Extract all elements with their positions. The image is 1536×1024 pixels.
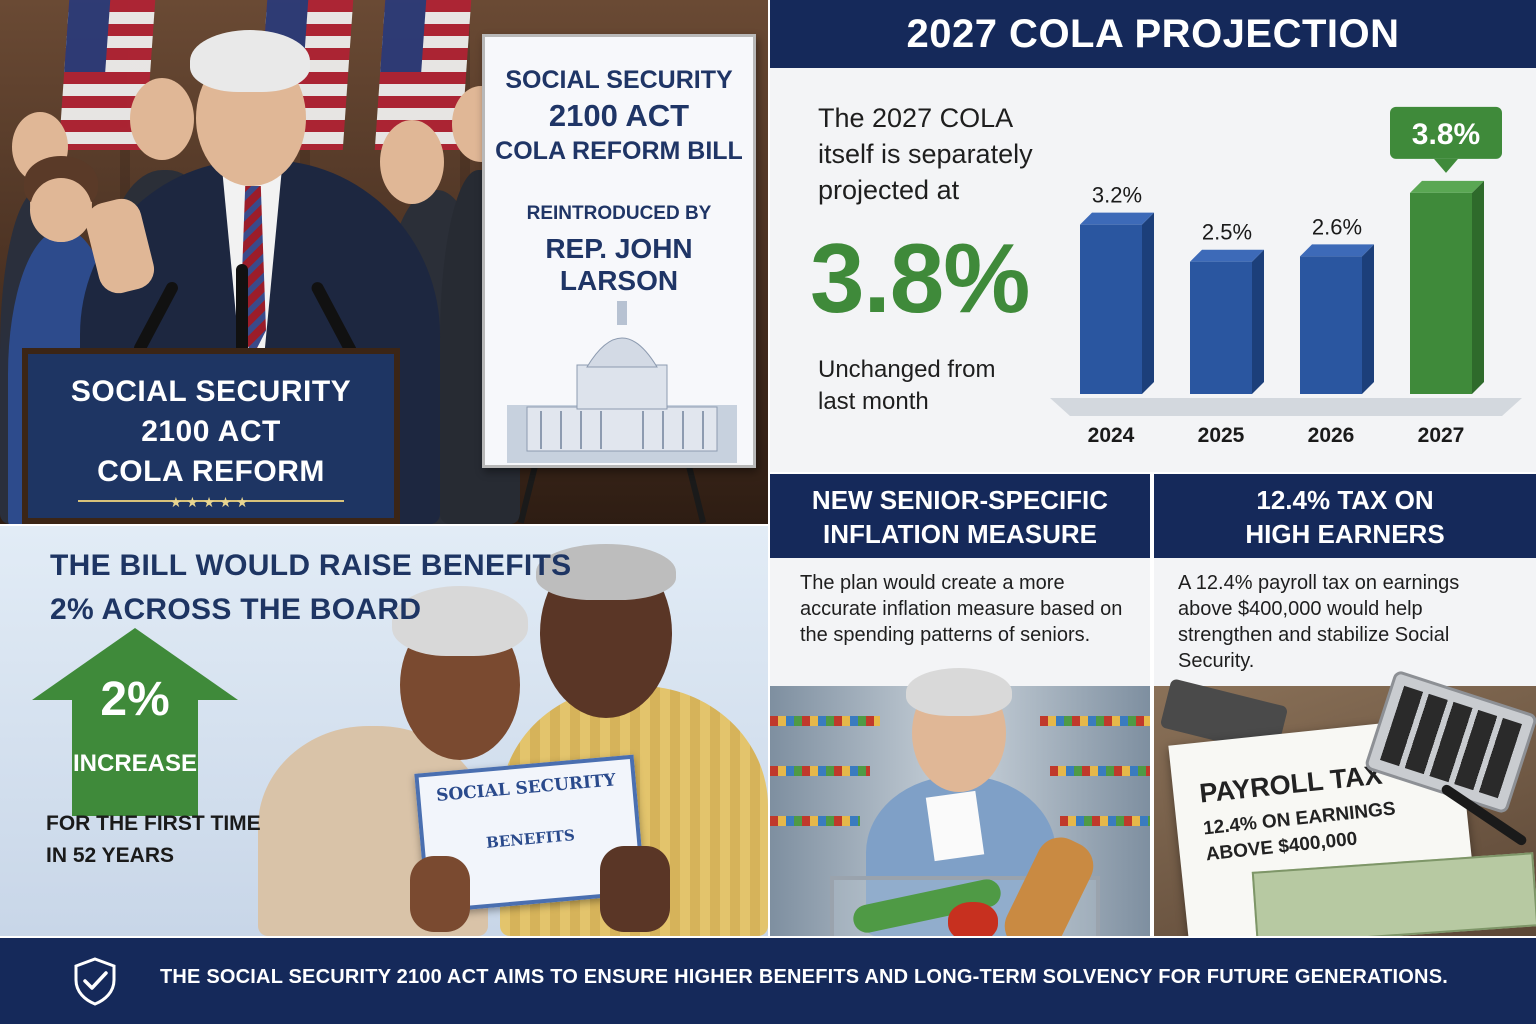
first-time-line: FOR THE FIRST TIME xyxy=(46,812,261,835)
shield-check-icon xyxy=(74,957,116,1006)
sign-reintroduced: REINTRODUCED BY xyxy=(526,203,712,224)
podium-text: SOCIAL SECURITY 2100 ACT COLA REFORM xyxy=(28,372,394,492)
headline-line: THE BILL WOULD RAISE BENEFITS xyxy=(50,549,572,582)
bar-side xyxy=(1472,180,1484,394)
cola-intro-text: The 2027 COLA itself is separately proje… xyxy=(818,103,1033,205)
store-shelf xyxy=(770,816,860,826)
cola-unchanged-note: Unchanged from last month xyxy=(818,356,996,415)
store-shelf xyxy=(1060,816,1150,826)
tax-description: A 12.4% payroll tax on earnings above $4… xyxy=(1178,572,1460,672)
bill-sign: SOCIAL SECURITY 2100 ACT COLA REFORM BIL… xyxy=(482,34,756,468)
benefits-raise-panel: THE BILL WOULD RAISE BENEFITS 2% ACROSS … xyxy=(0,526,768,936)
card-body: BENEFITS xyxy=(485,826,576,852)
podium-line: 2100 ACT xyxy=(141,415,281,448)
senior-hand xyxy=(410,856,470,932)
arrow-head xyxy=(32,628,238,700)
podium-divider xyxy=(78,500,344,502)
person-head xyxy=(380,120,444,204)
senior-hand xyxy=(600,846,670,932)
sign-rep-name: REP. JOHN LARSON xyxy=(545,233,693,296)
senior-man-hair xyxy=(536,544,676,600)
data-label: 2.6% xyxy=(1312,214,1362,239)
capitol-building-icon xyxy=(507,301,737,463)
bar-2024 xyxy=(1080,224,1142,394)
shopper-hair xyxy=(906,668,1012,716)
podium-line: COLA REFORM xyxy=(97,455,325,488)
store-shelf xyxy=(770,766,870,776)
bar-side xyxy=(1362,244,1374,394)
store-shelf xyxy=(1050,766,1150,776)
bar-side xyxy=(1142,212,1154,394)
person-head xyxy=(130,78,194,160)
bar-2027 xyxy=(1410,192,1472,394)
data-label: 3.2% xyxy=(1092,183,1142,208)
chart-floor xyxy=(1050,398,1522,416)
increase-arrow-icon: 2% INCREASE xyxy=(32,628,238,818)
x-tick-label: 2024 xyxy=(1088,424,1135,447)
bar-2026 xyxy=(1300,256,1362,394)
bar-top xyxy=(1300,244,1374,257)
cola-bar-chart: 2024 3.2% 2025 2.5% 2026 2.6% 2027 3.8% xyxy=(1050,106,1522,447)
shopping-receipt xyxy=(925,790,985,862)
store-shelf xyxy=(770,716,880,726)
cola-projection-banner: 2027 COLA PROJECTION xyxy=(770,0,1536,68)
x-tick-label: 2027 xyxy=(1418,424,1465,447)
sign-title-line: 2100 ACT xyxy=(548,98,690,133)
card-title: SOCIAL SECURITY xyxy=(435,770,617,806)
bar-2025 xyxy=(1190,261,1252,394)
bar-top xyxy=(1190,249,1264,262)
sign-title-line: COLA REFORM BILL xyxy=(495,137,743,165)
banner-line: 12.4% TAX ON xyxy=(1256,485,1434,515)
headline-line: 2% ACROSS THE BOARD xyxy=(50,593,422,626)
inflation-banner: NEW SENIOR-SPECIFIC INFLATION MEASURE xyxy=(770,474,1150,558)
grocery-store-photo xyxy=(770,668,1150,936)
benefits-headline: THE BILL WOULD RAISE BENEFITS 2% ACROSS … xyxy=(50,544,571,632)
tax-banner: 12.4% TAX ON HIGH EARNERS xyxy=(1154,474,1536,558)
person-face xyxy=(30,178,92,242)
podium-stars: ★★★★★ xyxy=(169,494,253,510)
x-tick-label: 2026 xyxy=(1308,424,1355,447)
callout-pointer xyxy=(1434,158,1458,173)
banner-line: HIGH EARNERS xyxy=(1245,519,1445,549)
data-label: 2.5% xyxy=(1202,220,1252,245)
inflation-description: The plan would create a more accurate in… xyxy=(800,572,1123,646)
press-conference-photo: SOCIAL SECURITY 2100 ACT COLA REFORM ★★★… xyxy=(0,0,768,524)
bar-top xyxy=(1080,212,1154,225)
increase-label: INCREASE xyxy=(72,750,198,777)
sign-title: SOCIAL SECURITY 2100 ACT COLA REFORM BIL… xyxy=(485,65,753,167)
red-pepper xyxy=(948,902,998,936)
increase-percent: 2% xyxy=(100,673,170,726)
value-callout xyxy=(1390,106,1502,159)
podium-line: SOCIAL SECURITY xyxy=(70,375,352,408)
footer-bar: THE SOCIAL SECURITY 2100 ACT AIMS TO ENS… xyxy=(0,938,1536,1024)
senior-inflation-panel: NEW SENIOR-SPECIFIC INFLATION MEASURE Th… xyxy=(770,474,1150,936)
sign-title-line: SOCIAL SECURITY xyxy=(505,66,733,94)
bar-top xyxy=(1410,180,1484,193)
store-shelf xyxy=(1040,716,1150,726)
data-label: 3.8% xyxy=(1412,118,1480,151)
cola-projection-panel: 2027 COLA PROJECTION The 2027 COLA itsel… xyxy=(770,0,1536,472)
podium: SOCIAL SECURITY 2100 ACT COLA REFORM ★★★… xyxy=(22,348,400,524)
speaker-hair xyxy=(190,30,310,92)
microphone xyxy=(236,264,248,358)
first-time-note: FOR THE FIRST TIME IN 52 YEARS xyxy=(46,808,261,872)
footer-message: THE SOCIAL SECURITY 2100 ACT AIMS TO ENS… xyxy=(160,966,1448,988)
banner-line: INFLATION MEASURE xyxy=(823,519,1097,549)
payroll-tax-panel: 12.4% TAX ON HIGH EARNERS A 12.4% payrol… xyxy=(1154,474,1536,936)
bar-side xyxy=(1252,249,1264,394)
x-tick-label: 2025 xyxy=(1198,424,1245,447)
banner-line: NEW SENIOR-SPECIFIC xyxy=(811,485,1109,515)
arrow-body xyxy=(72,698,198,816)
senior-woman-hair xyxy=(392,586,528,656)
cola-big-value: 3.8% xyxy=(810,223,1030,333)
document-body: 12.4% ON EARNINGS ABOVE $400,000 xyxy=(1202,796,1400,868)
first-time-line: IN 52 YEARS xyxy=(46,844,174,867)
